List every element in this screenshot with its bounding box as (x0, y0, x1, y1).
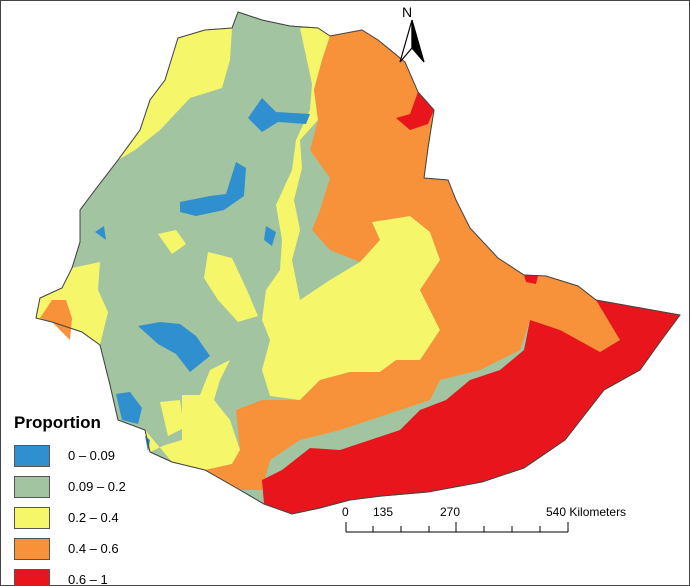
legend-label: 0.4 – 0.6 (68, 541, 119, 556)
scale-tick-540-value: 540 (546, 505, 567, 519)
legend-swatch (14, 444, 50, 467)
zone-red-southeast (262, 300, 680, 514)
north-label: N (402, 4, 413, 20)
legend-swatch (14, 568, 50, 586)
legend-title: Proportion (14, 413, 101, 432)
zone-blue-south-spot (145, 436, 150, 452)
legend-swatch (14, 475, 50, 498)
zone-yellow-south (160, 400, 184, 436)
zone-yellow-center-small-1 (204, 252, 258, 322)
legend-item: 0.09 – 0.2 (14, 471, 174, 502)
zone-red-east-spot (524, 275, 538, 284)
zone-yellow-west (36, 28, 232, 345)
legend-label: 0.09 – 0.2 (68, 479, 126, 494)
zone-orange-west (40, 300, 72, 340)
legend-item: 0.2 – 0.4 (14, 502, 174, 533)
zone-blue-west-spot (95, 226, 106, 240)
legend-swatch (14, 506, 50, 529)
zone-blue-east-spot (264, 226, 276, 246)
legend-label: 0.2 – 0.4 (68, 510, 119, 525)
scale-tick-135: 135 (373, 505, 394, 519)
legend-label: 0 – 0.09 (68, 448, 115, 463)
scale-tick-540: 540 Kilometers (546, 505, 626, 519)
zone-blue-south (138, 322, 210, 372)
legend-item: 0 – 0.09 (14, 440, 174, 471)
legend-item: 0.6 – 1 (14, 564, 174, 586)
legend-swatch (14, 537, 50, 560)
scale-unit: Kilometers (569, 505, 627, 519)
scale-tick-270: 270 (440, 505, 461, 519)
scale-tick-0: 0 (342, 505, 349, 519)
country-outline (35, 11, 681, 515)
legend: Proportion 0 – 0.09 0.09 – 0.2 0.2 – 0.4… (14, 412, 174, 586)
zone-yellow-southwest (145, 360, 240, 470)
zone-red-northeast (396, 92, 434, 130)
zone-blue-center (180, 162, 246, 216)
zone-yellow-center-small-2 (158, 230, 186, 254)
zone-blue-southwest (116, 392, 142, 424)
scale-bar (345, 522, 569, 533)
legend-item: 0.4 – 0.6 (14, 533, 174, 564)
zone-blue-north (248, 98, 310, 132)
north-arrow-icon (399, 19, 425, 63)
legend-label: 0.6 – 1 (68, 572, 108, 586)
